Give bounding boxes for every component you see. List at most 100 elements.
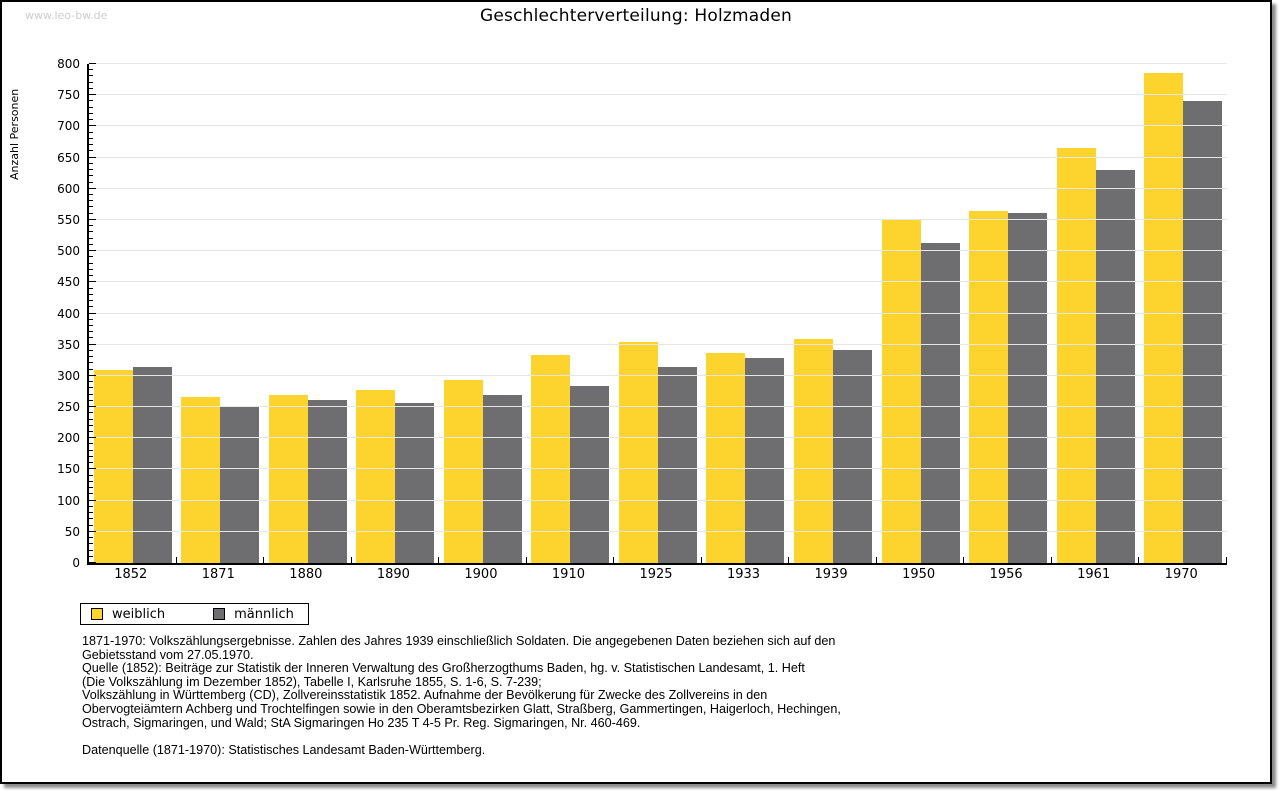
gridline bbox=[89, 156, 1227, 158]
bar-group-1950 bbox=[877, 64, 965, 563]
y-axis-tick-label: 750 bbox=[57, 88, 80, 103]
y-axis-minor-tick bbox=[89, 150, 93, 152]
y-axis-minor-tick bbox=[89, 505, 93, 507]
y-axis-minor-tick bbox=[89, 225, 93, 227]
y-axis-minor-tick bbox=[89, 455, 93, 457]
bar-group-1871 bbox=[177, 64, 265, 563]
y-axis-minor-tick bbox=[89, 480, 93, 482]
bar-männlich-1970 bbox=[1183, 101, 1223, 563]
x-axis-tick-label: 1961 bbox=[1077, 567, 1111, 582]
y-axis-minor-tick bbox=[89, 175, 93, 177]
y-axis-minor-tick bbox=[89, 349, 93, 351]
y-axis-minor-tick bbox=[89, 212, 93, 214]
x-axis-tick-label: 1956 bbox=[989, 567, 1023, 582]
y-axis-minor-tick bbox=[89, 243, 93, 245]
y-axis-minor-tick bbox=[89, 549, 93, 551]
x-axis-boundary-tick bbox=[438, 557, 440, 563]
y-axis-minor-tick bbox=[89, 268, 93, 270]
x-axis-boundary-tick bbox=[875, 557, 877, 563]
y-axis-minor-tick bbox=[89, 462, 93, 464]
gridline bbox=[89, 63, 1227, 64]
gridline bbox=[89, 281, 1227, 283]
gridline bbox=[89, 218, 1227, 220]
y-axis-minor-tick bbox=[89, 337, 93, 339]
y-axis-minor-tick bbox=[89, 399, 93, 401]
y-axis-minor-tick bbox=[89, 75, 93, 77]
y-axis-minor-tick bbox=[89, 131, 93, 133]
y-axis-minor-tick bbox=[89, 381, 93, 383]
bar-group-1925 bbox=[614, 64, 702, 563]
x-axis-tick-label: 1880 bbox=[289, 567, 323, 582]
bar-weiblich-1900 bbox=[443, 379, 483, 563]
bar-weiblich-1852 bbox=[93, 369, 133, 563]
y-axis-minor-tick bbox=[89, 555, 93, 557]
x-axis-boundary-tick bbox=[525, 557, 527, 563]
y-axis-tick-label: 800 bbox=[57, 57, 80, 71]
bar-group-1933 bbox=[702, 64, 790, 563]
y-axis-major-tick bbox=[89, 156, 96, 158]
bar-group-1880 bbox=[264, 64, 352, 563]
y-axis-tick-label: 250 bbox=[57, 400, 80, 415]
footnote-spacer bbox=[82, 730, 922, 744]
bar-weiblich-1970 bbox=[1144, 73, 1184, 563]
legend: weiblich männlich bbox=[80, 603, 309, 625]
y-axis-minor-tick bbox=[89, 524, 93, 526]
y-axis-minor-tick bbox=[89, 231, 93, 233]
bar-männlich-1852 bbox=[132, 366, 172, 563]
legend-swatch-weiblich bbox=[91, 608, 103, 620]
x-axis-tick-label: 1950 bbox=[902, 567, 936, 582]
y-axis-tick-label: 100 bbox=[57, 493, 80, 508]
bar-weiblich-1925 bbox=[618, 342, 658, 563]
y-axis-major-tick bbox=[89, 562, 96, 563]
x-axis-tick-label: 1910 bbox=[551, 567, 585, 582]
x-axis-boundary-tick bbox=[1226, 557, 1227, 563]
bar-weiblich-1950 bbox=[881, 219, 921, 563]
bar-weiblich-1956 bbox=[969, 210, 1009, 563]
y-axis-minor-tick bbox=[89, 306, 93, 308]
x-axis-tick-label: 1970 bbox=[1164, 567, 1198, 582]
gridline bbox=[89, 187, 1227, 189]
y-axis-minor-tick bbox=[89, 368, 93, 370]
bar-männlich-1956 bbox=[1008, 213, 1048, 563]
y-axis-major-tick bbox=[89, 499, 96, 501]
gridline bbox=[89, 530, 1227, 532]
y-axis-minor-tick bbox=[89, 106, 93, 108]
y-axis-tick-label: 450 bbox=[57, 275, 80, 290]
y-axis-minor-tick bbox=[89, 237, 93, 239]
bar-weiblich-1880 bbox=[268, 395, 308, 563]
y-axis-tick-label: 400 bbox=[57, 306, 80, 321]
gridline bbox=[89, 437, 1227, 439]
bar-group-1939 bbox=[789, 64, 877, 563]
footnote-line: Gebietsstand vom 27.05.1970. bbox=[82, 647, 254, 662]
y-axis-major-tick bbox=[89, 530, 96, 532]
x-axis-tick-label: 1900 bbox=[464, 567, 498, 582]
y-axis-minor-tick bbox=[89, 262, 93, 264]
y-axis-minor-tick bbox=[89, 487, 93, 489]
gridline bbox=[89, 94, 1227, 96]
footnote-block: 1871-1970: Volkszählungsergebnisse. Zahl… bbox=[82, 634, 922, 757]
bar-männlich-1939 bbox=[833, 350, 873, 563]
y-axis-minor-tick bbox=[89, 387, 93, 389]
x-axis-tick-label: 1871 bbox=[201, 567, 235, 582]
y-axis-major-tick bbox=[89, 312, 96, 314]
watermark: www.leo-bw.de bbox=[25, 9, 108, 22]
bar-weiblich-1933 bbox=[706, 352, 746, 563]
y-axis-minor-tick bbox=[89, 300, 93, 302]
bar-weiblich-1871 bbox=[181, 397, 221, 563]
gridline bbox=[89, 499, 1227, 501]
bar-männlich-1925 bbox=[657, 367, 697, 563]
y-axis-minor-tick bbox=[89, 449, 93, 451]
chart-title: Geschlechterverteilung: Holzmaden bbox=[479, 6, 792, 26]
legend-label-weiblich: weiblich bbox=[112, 606, 166, 622]
y-axis-minor-tick bbox=[89, 324, 93, 326]
x-axis-tick-label: 1890 bbox=[376, 567, 410, 582]
y-axis-tick-label: 500 bbox=[57, 244, 80, 259]
y-axis-minor-tick bbox=[89, 137, 93, 139]
legend-item-weiblich: weiblich bbox=[91, 607, 165, 622]
legend-label-maennlich: männlich bbox=[234, 606, 294, 622]
y-axis-minor-tick bbox=[89, 256, 93, 258]
y-axis-major-tick bbox=[89, 374, 96, 376]
bar-männlich-1950 bbox=[920, 243, 960, 563]
bar-männlich-1900 bbox=[482, 394, 522, 563]
